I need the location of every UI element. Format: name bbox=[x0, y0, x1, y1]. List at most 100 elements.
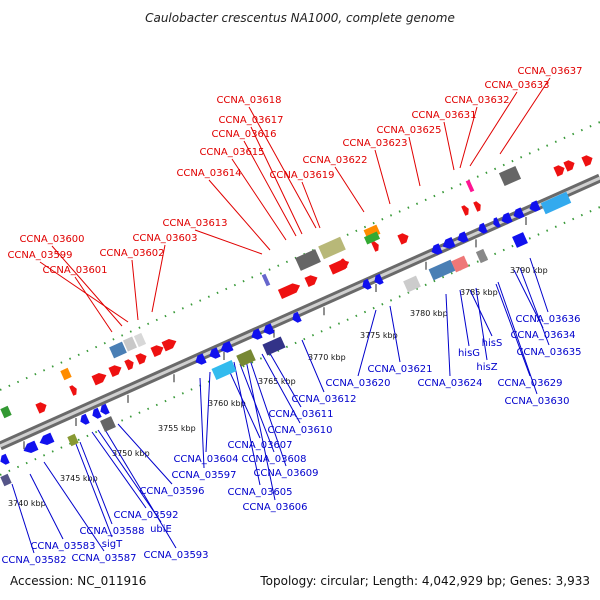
forward-gene-arrow bbox=[124, 359, 134, 371]
reverse-gene-label: CCNA_03583 bbox=[30, 541, 95, 552]
reverse-gene-label: CCNA_03620 bbox=[325, 378, 390, 389]
reverse-gene-arrow bbox=[493, 217, 501, 228]
forward-gene-label: CCNA_03637 bbox=[517, 66, 582, 77]
forward-gene-label: CCNA_03603 bbox=[132, 233, 197, 244]
leader-line bbox=[243, 140, 297, 237]
forward-gene-label: CCNA_03599 bbox=[7, 250, 72, 261]
reverse-gene-arrow bbox=[80, 413, 90, 425]
reverse-gene-label: CCNA_03606 bbox=[242, 502, 307, 513]
leader-line bbox=[208, 179, 271, 251]
leader-line bbox=[194, 229, 263, 255]
forward-gene-label: CCNA_03631 bbox=[411, 110, 476, 121]
forward-gene-label: CCNA_03614 bbox=[176, 168, 241, 179]
reverse-gene-label: CCNA_03608 bbox=[241, 454, 306, 465]
leader-line bbox=[79, 441, 113, 525]
reverse-gene-label: CCNA_03634 bbox=[510, 330, 575, 341]
forward-gene-arrow bbox=[563, 160, 575, 172]
reverse-gene-arrow bbox=[0, 453, 10, 465]
forward-gene-label: CCNA_03602 bbox=[99, 248, 164, 259]
forward-gene-arrow bbox=[91, 373, 107, 386]
reverse-leader-lines bbox=[11, 257, 550, 554]
reverse-gene-label: sigT bbox=[102, 539, 123, 550]
reverse-gene-label: hisS bbox=[482, 338, 503, 349]
leader-line bbox=[245, 359, 276, 501]
feature-box bbox=[261, 273, 271, 287]
leader-line bbox=[97, 429, 162, 523]
feature-box bbox=[67, 433, 79, 447]
feature-box bbox=[122, 336, 138, 352]
reverse-gene-label: CCNA_03636 bbox=[515, 314, 580, 325]
leader-line bbox=[248, 106, 317, 229]
reverse-gene-label: CCNA_03604 bbox=[173, 454, 238, 465]
forward-gene-arrow bbox=[473, 201, 481, 212]
reverse-gene-arrow bbox=[92, 407, 102, 419]
leader-line bbox=[389, 305, 401, 363]
reverse-gene-arrow bbox=[513, 207, 525, 219]
forward-gene-label: CCNA_03623 bbox=[342, 138, 407, 149]
reverse-gene-arrow bbox=[39, 432, 55, 445]
leader-line bbox=[497, 281, 538, 395]
leader-line bbox=[131, 259, 139, 321]
reverse-gene-label: CCNA_03630 bbox=[504, 396, 569, 407]
leader-line bbox=[43, 461, 105, 552]
reverse-gene-label: ubiE bbox=[150, 524, 172, 535]
leader-line bbox=[445, 293, 451, 377]
forward-gene-arrow bbox=[277, 283, 301, 300]
forward-gene-labels: CCNA_03599 CCNA_03600 CCNA_03601 CCNA_03602… bbox=[7, 66, 582, 276]
feature-box bbox=[451, 255, 469, 273]
leader-line bbox=[233, 361, 261, 486]
forward-gene-arrow bbox=[341, 258, 348, 269]
scale-label: 3790 kbp bbox=[510, 266, 548, 275]
reverse-gene-arrow bbox=[251, 328, 263, 340]
leader-line bbox=[529, 257, 549, 313]
reverse-gene-arrow bbox=[263, 323, 275, 335]
feature-box bbox=[498, 165, 522, 187]
feature-box bbox=[109, 341, 127, 359]
leader-line bbox=[513, 269, 544, 329]
reverse-gene-arrow bbox=[220, 340, 234, 353]
forward-gene-arrow bbox=[108, 365, 122, 378]
forward-gene-label: CCNA_03625 bbox=[376, 125, 441, 136]
forward-gene-arrow bbox=[461, 205, 469, 216]
leader-line bbox=[495, 283, 531, 377]
reverse-gene-arrow bbox=[501, 212, 513, 224]
reverse-gene-arrow bbox=[457, 231, 469, 243]
leader-line bbox=[469, 289, 493, 337]
scale-label: 3745 kbp bbox=[60, 474, 98, 483]
reverse-gene-arrow bbox=[362, 278, 372, 290]
forward-gene-label: CCNA_03601 bbox=[42, 265, 107, 276]
reverse-gene-label: CCNA_03609 bbox=[253, 468, 318, 479]
leader-line bbox=[261, 353, 301, 424]
leader-line bbox=[475, 287, 488, 361]
forward-gene-label: CCNA_03619 bbox=[269, 170, 334, 181]
leader-line bbox=[267, 349, 302, 408]
reverse-gene-label: CCNA_03629 bbox=[497, 378, 562, 389]
feature-box bbox=[475, 248, 489, 264]
leader-line bbox=[231, 158, 287, 241]
leader-line bbox=[11, 483, 35, 554]
reverse-gene-label: CCNA_03582 bbox=[1, 555, 66, 566]
reverse-gene-label: CCNA_03593 bbox=[143, 550, 208, 561]
reverse-gene-label: hisZ bbox=[476, 362, 497, 373]
leader-line bbox=[469, 91, 518, 167]
leader-line bbox=[357, 309, 377, 377]
reverse-gene-label: CCNA_03587 bbox=[71, 553, 136, 564]
backbone bbox=[0, 173, 600, 451]
leader-line bbox=[499, 77, 551, 155]
forward-gene-label: CCNA_03617 bbox=[218, 115, 283, 126]
reverse-gene-label: CCNA_03611 bbox=[268, 409, 333, 420]
scale-label: 3785 kbp bbox=[460, 288, 498, 297]
scale-label: 3780 kbp bbox=[410, 309, 448, 318]
leader-line bbox=[75, 443, 113, 538]
feature-box bbox=[318, 236, 346, 260]
reverse-gene-label: CCNA_03621 bbox=[367, 364, 432, 375]
forward-gene-arrow bbox=[553, 165, 565, 177]
leader-line bbox=[151, 244, 166, 313]
forward-gene-arrow bbox=[304, 275, 318, 288]
reverse-gene-label: CCNA_03592 bbox=[113, 510, 178, 521]
leader-line bbox=[301, 339, 325, 393]
reverse-gene-label: CCNA_03597 bbox=[171, 470, 236, 481]
forward-gene-label: CCNA_03613 bbox=[162, 218, 227, 229]
feature-box bbox=[465, 179, 475, 193]
